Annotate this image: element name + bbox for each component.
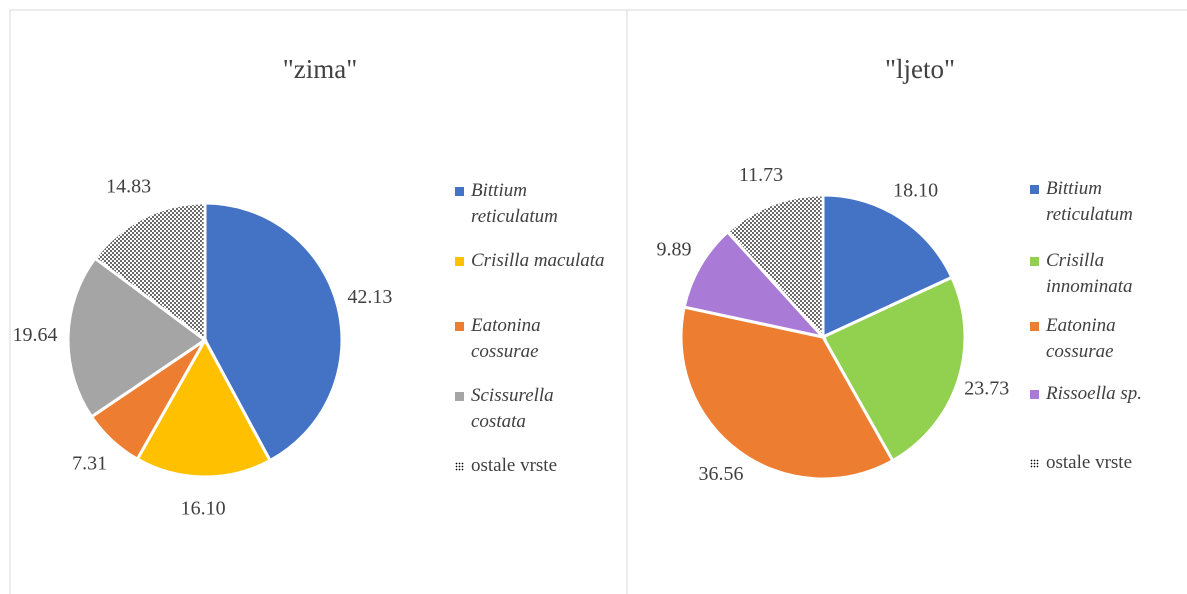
- legend-swatch: [455, 462, 464, 471]
- pie-slice: [135, 336, 273, 479]
- legend-swatch: [1030, 257, 1039, 266]
- pie-slice: [820, 275, 967, 463]
- legend-entry: Bittium reticulatum: [455, 178, 606, 230]
- data-label: 16.10: [181, 498, 226, 520]
- pie-slice: [92, 201, 207, 343]
- legend-label: Eatonina cossurae: [471, 315, 541, 362]
- pie-slice: [725, 193, 825, 341]
- legend-label: Bittium reticulatum: [1046, 178, 1133, 225]
- data-label: 36.56: [698, 463, 743, 485]
- legend-entry: Eatonina cossurae: [1030, 313, 1181, 365]
- data-label: 19.64: [13, 324, 58, 346]
- pie-slice: [679, 305, 895, 481]
- legend-label: Bittium reticulatum: [471, 180, 558, 227]
- legend-entry: Crisilla maculata: [455, 248, 606, 274]
- legend-swatch: [1030, 185, 1039, 194]
- data-label: 42.13: [347, 286, 392, 308]
- legend-entry: ostale vrste: [455, 453, 606, 479]
- legend-entry: Scissurella costata: [455, 383, 606, 435]
- chart-title: "zima": [283, 54, 358, 84]
- legend-label: ostale vrste: [471, 455, 558, 476]
- pie-slice: [66, 256, 208, 419]
- chart-title: "ljeto": [885, 54, 955, 84]
- legend-swatch: [1030, 322, 1039, 331]
- legend-label: Crisilla maculata: [471, 250, 605, 271]
- legend-swatch: [455, 187, 464, 196]
- panel-border: [626, 9, 1187, 594]
- legend-swatch: [455, 257, 464, 266]
- legend-entry: Crisilla innominata: [1030, 248, 1181, 300]
- data-label: 7.31: [72, 452, 107, 474]
- pie-slice: [203, 201, 344, 463]
- legend-swatch: [455, 322, 464, 331]
- legend-swatch: [455, 392, 464, 401]
- legend-label: Eatonina cossurae: [1046, 315, 1116, 362]
- data-label: 9.89: [657, 239, 692, 261]
- legend-entry: Bittium reticulatum: [1030, 176, 1181, 228]
- legend-label: Crisilla innominata: [1046, 250, 1133, 297]
- legend-entry: ostale vrste: [1030, 450, 1181, 476]
- legend-entry: Rissoella sp.: [1030, 381, 1181, 407]
- legend-entry: Eatonina cossurae: [455, 313, 606, 365]
- legend-label: Scissurella costata: [471, 385, 554, 432]
- legend-label: ostale vrste: [1046, 452, 1133, 473]
- legend-label: Rissoella sp.: [1046, 383, 1143, 404]
- pie-slice: [821, 193, 954, 340]
- legend-swatch: [1030, 390, 1039, 399]
- pie-slice: [682, 229, 828, 340]
- data-label: 18.10: [893, 180, 938, 202]
- data-label: 23.73: [964, 377, 1009, 399]
- data-label: 14.83: [106, 176, 151, 198]
- legend-swatch: [1030, 459, 1039, 468]
- data-label: 11.73: [739, 164, 783, 186]
